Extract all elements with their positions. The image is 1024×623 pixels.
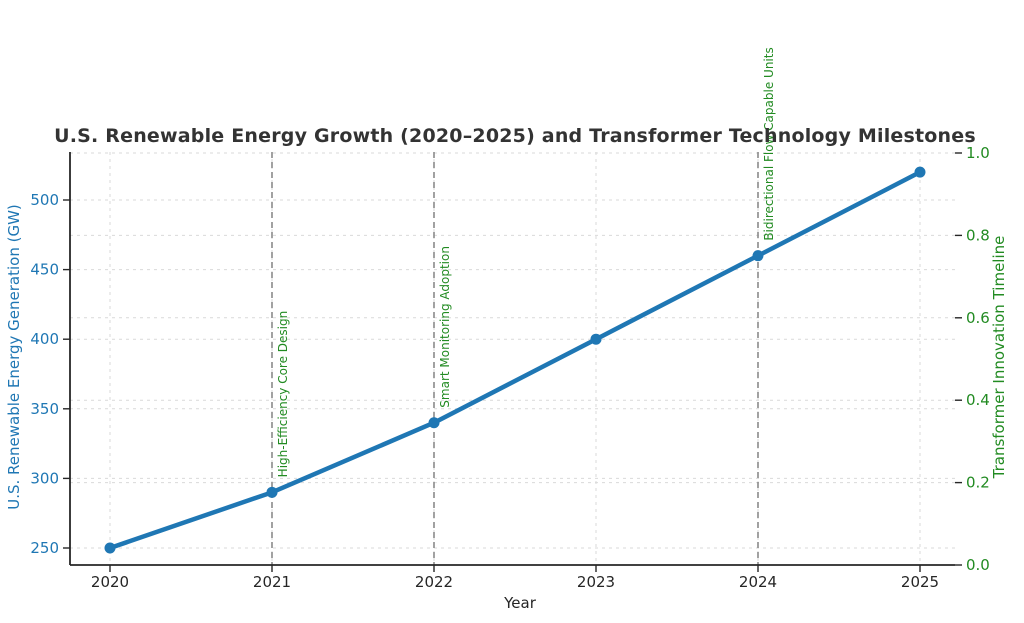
x-axis-label: Year — [503, 594, 537, 612]
x-tick-label: 2024 — [739, 573, 777, 591]
left-tick-label: 250 — [30, 539, 59, 557]
series-line — [107, 169, 923, 551]
left-tick-label: 350 — [30, 400, 59, 418]
right-tick-label: 0.0 — [966, 556, 990, 574]
right-tick-label: 0.8 — [966, 226, 990, 244]
x-tick-label: 2023 — [577, 573, 615, 591]
right-tick-label: 0.4 — [966, 391, 990, 409]
right-tick-label: 0.2 — [966, 474, 990, 492]
x-tick-label: 2022 — [415, 573, 453, 591]
left-tick-label: 400 — [30, 330, 59, 348]
data-point — [914, 166, 926, 178]
milestone-label: Smart Monitoring Adoption — [438, 246, 452, 408]
milestone-label: High-Efficiency Core Design — [276, 311, 290, 478]
left-tick-label: 300 — [30, 469, 59, 487]
data-point — [104, 542, 116, 554]
data-point — [266, 486, 278, 498]
right-tick-label: 1.0 — [966, 144, 990, 162]
chart-labels: U.S. Renewable Energy Growth (2020–2025)… — [5, 125, 1008, 612]
left-y-axis-label: U.S. Renewable Energy Generation (GW) — [5, 204, 23, 510]
left-tick-label: 450 — [30, 261, 59, 279]
x-tick-label: 2021 — [253, 573, 291, 591]
data-point — [428, 417, 440, 429]
x-tick-label: 2020 — [91, 573, 129, 591]
right-tick-label: 0.6 — [966, 309, 990, 327]
data-point — [752, 250, 764, 262]
gridlines — [70, 152, 955, 565]
right-y-axis-label: Transformer Innovation Timeline — [990, 236, 1008, 480]
axes: 250 300 350 400 450 500 0.0 0.2 0.4 0.6 0.8 1.0 2020… — [30, 144, 990, 591]
chart-title: U.S. Renewable Energy Growth (2020–2025)… — [54, 125, 976, 147]
data-point — [590, 333, 602, 345]
left-tick-label: 500 — [30, 191, 59, 209]
data-series — [104, 166, 926, 554]
milestone-label: Bidirectional Flow Capable Units — [762, 47, 776, 240]
x-tick-label: 2025 — [901, 573, 939, 591]
